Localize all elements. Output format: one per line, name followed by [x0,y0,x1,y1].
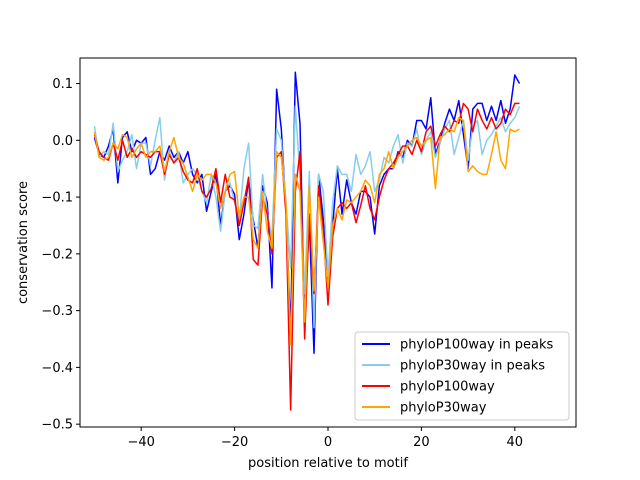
legend: phyloP100way in peaks phyloP30way in peak… [354,331,570,421]
legend-box [354,331,570,421]
y-tick-label: −0.3 [41,304,73,319]
x-tick-label: 40 [507,435,524,450]
y-tick-label: −0.2 [41,247,73,262]
series-line-4 [93,116,520,346]
y-axis-label: conservation score [16,181,31,304]
y-tick-label: −0.5 [41,418,73,433]
x-tick-label: −20 [221,435,248,450]
legend-label-2: phyloP30way in peaks [400,359,545,374]
legend-label-1: phyloP100way in peaks [400,338,554,353]
x-tick-label: 0 [324,435,332,450]
y-tick-label: 0.0 [52,134,73,149]
legend-entries: phyloP100way in peaks phyloP30way in peak… [362,338,554,416]
x-tick-label: 20 [413,435,430,450]
y-tick-label: 0.1 [52,77,73,92]
y-tick-label: −0.4 [41,361,73,376]
legend-label-3: phyloP100way [400,380,495,395]
x-axis-label: position relative to motif [248,456,408,471]
series-layer [93,71,521,411]
x-tick-label: −40 [127,435,154,450]
axis-ticks: −40 −20 0 20 40 −0.5 −0.4 −0.3 −0.2 −0.1 0.0 0.1 [41,77,523,450]
y-tick-label: −0.1 [41,191,73,206]
legend-label-4: phyloP30way [400,401,487,416]
